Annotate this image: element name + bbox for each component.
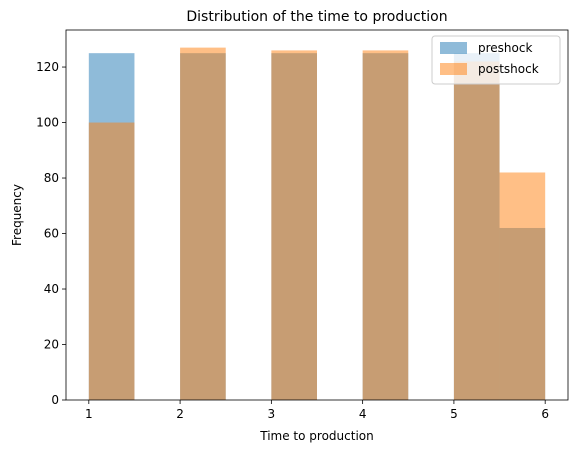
y-tick-label: 60 <box>44 227 59 241</box>
legend: preshock postshock <box>431 35 561 85</box>
bar-postshock-2 <box>180 47 226 400</box>
y-tick-label: 40 <box>44 282 59 296</box>
x-axis-label: Time to production <box>259 429 373 443</box>
bars-layer <box>88 47 546 401</box>
x-tick-label: 4 <box>359 407 367 421</box>
x-tick-label: 2 <box>176 407 184 421</box>
x-tick-label: 6 <box>541 407 549 421</box>
legend-label-postshock: postshock <box>478 62 539 76</box>
y-tick-label: 120 <box>36 60 59 74</box>
legend-label-preshock: preshock <box>478 41 532 55</box>
bar-postshock-6 <box>362 50 409 400</box>
legend-swatch-preshock <box>440 42 467 54</box>
legend-swatch-postshock <box>440 63 467 75</box>
x-axis: 1 2 3 4 5 6 <box>85 400 549 421</box>
x-tick-label: 1 <box>85 407 93 421</box>
chart-title: Distribution of the time to production <box>186 9 447 25</box>
plot-frame <box>65 29 569 401</box>
y-tick-label: 20 <box>44 338 59 352</box>
x-tick-label: 5 <box>450 407 458 421</box>
y-tick-label: 80 <box>44 171 59 185</box>
y-axis-label: Frequency <box>10 184 24 246</box>
y-tick-label: 100 <box>36 116 59 130</box>
x-tick-label: 3 <box>268 407 276 421</box>
y-axis: 0 20 40 60 80 100 120 <box>36 60 66 407</box>
bar-postshock-0 <box>88 122 135 401</box>
bar-postshock-8 <box>453 61 500 401</box>
y-tick-label: 0 <box>51 393 59 407</box>
bar-postshock-4 <box>271 50 317 400</box>
bar-postshock-9 <box>499 172 546 400</box>
